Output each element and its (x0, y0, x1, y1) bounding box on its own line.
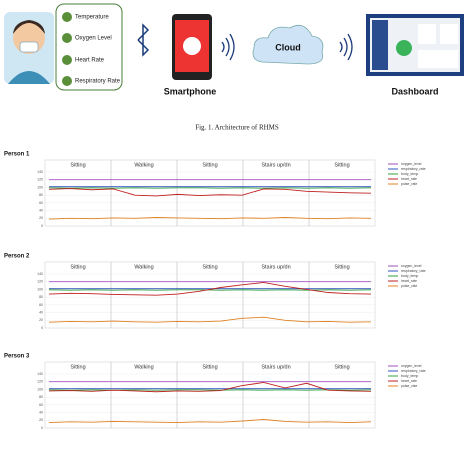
y-tick-label: 20 (39, 418, 43, 422)
y-tick-label: 120 (37, 280, 43, 284)
activity-label: Sitting (70, 162, 85, 168)
series-line (48, 188, 372, 197)
chart-title: Person 2 (4, 254, 30, 260)
dashboard-image (366, 14, 464, 76)
series-line (48, 217, 372, 220)
patient-icon (4, 12, 54, 84)
series-line (48, 419, 372, 424)
sensor-box: Temperature Oxygen Level Heart Rate Resp… (55, 3, 123, 91)
series-line (48, 316, 372, 323)
plot-frame (44, 361, 376, 429)
legend-label: pulse_rate (401, 182, 417, 186)
legend-label: oxygen_level (401, 162, 422, 166)
sensor-label: Temperature (75, 15, 109, 21)
y-tick-label: 80 (39, 295, 43, 299)
y-tick-label: 60 (39, 403, 43, 407)
smartphone-label: Smartphone (164, 86, 217, 96)
figure-caption: Fig. 1. Architecture of RHMS (195, 124, 279, 132)
activity-label: Sitting (334, 264, 349, 270)
legend-label: pulse_rate (401, 284, 417, 288)
y-tick-label: 140 (37, 272, 43, 276)
legend-label: body_temp (401, 374, 418, 378)
legend-label: oxygen_level (401, 364, 422, 368)
activity-label: Sitting (202, 364, 217, 370)
plot-frame (44, 261, 376, 329)
series-line (48, 282, 372, 296)
y-tick-label: 0 (41, 426, 43, 430)
activity-label: Stairs up/dn (261, 364, 290, 370)
activity-label: Sitting (202, 162, 217, 168)
y-tick-label: 40 (39, 310, 43, 314)
y-tick-label: 120 (37, 178, 43, 182)
y-tick-label: 100 (37, 287, 43, 291)
legend-label: respiratory_rate (401, 369, 426, 373)
series-line (48, 382, 372, 393)
cloud-icon (252, 24, 324, 65)
legend-label: heart_rate (401, 379, 417, 383)
y-tick-label: 120 (37, 380, 43, 384)
y-tick-label: 0 (41, 326, 43, 330)
y-tick-label: 20 (39, 318, 43, 322)
y-tick-label: 20 (39, 216, 43, 220)
legend-label: heart_rate (401, 177, 417, 181)
legend-label: heart_rate (401, 279, 417, 283)
y-tick-label: 140 (37, 170, 43, 174)
activity-label: Stairs up/dn (261, 264, 290, 270)
dashboard-label: Dashboard (391, 86, 438, 96)
chart-title: Person 1 (4, 152, 30, 158)
legend-label: oxygen_level (401, 264, 422, 268)
activity-label: Stairs up/dn (261, 162, 290, 168)
y-tick-label: 60 (39, 303, 43, 307)
activity-label: Sitting (202, 264, 217, 270)
y-tick-label: 100 (37, 387, 43, 391)
activity-label: Sitting (334, 162, 349, 168)
y-tick-label: 80 (39, 395, 43, 399)
chart-title: Person 3 (4, 354, 30, 360)
activity-label: Sitting (70, 264, 85, 270)
activity-label: Walking (134, 264, 153, 270)
smartphone-icon (172, 14, 212, 80)
legend-label: respiratory_rate (401, 167, 426, 171)
legend-label: body_temp (401, 172, 418, 176)
wifi-icon (221, 33, 353, 61)
y-tick-label: 40 (39, 410, 43, 414)
y-tick-label: 0 (41, 224, 43, 228)
sensor-label: Heart Rate (75, 58, 105, 64)
legend-label: body_temp (401, 274, 418, 278)
y-tick-label: 60 (39, 201, 43, 205)
bluetooth-icon (137, 23, 150, 57)
y-tick-label: 80 (39, 193, 43, 197)
activity-label: Walking (134, 162, 153, 168)
activity-label: Walking (134, 364, 153, 370)
legend-label: pulse_rate (401, 384, 417, 388)
y-tick-label: 40 (39, 208, 43, 212)
sensor-label: Oxygen Level (75, 36, 112, 42)
y-tick-label: 100 (37, 185, 43, 189)
activity-label: Sitting (334, 364, 349, 370)
sensor-label: Respiratory Rate (75, 79, 121, 85)
y-tick-label: 140 (37, 372, 43, 376)
activity-label: Sitting (70, 364, 85, 370)
legend-label: respiratory_rate (401, 269, 426, 273)
plot-frame (44, 159, 376, 227)
cloud-label: Cloud (275, 42, 301, 52)
